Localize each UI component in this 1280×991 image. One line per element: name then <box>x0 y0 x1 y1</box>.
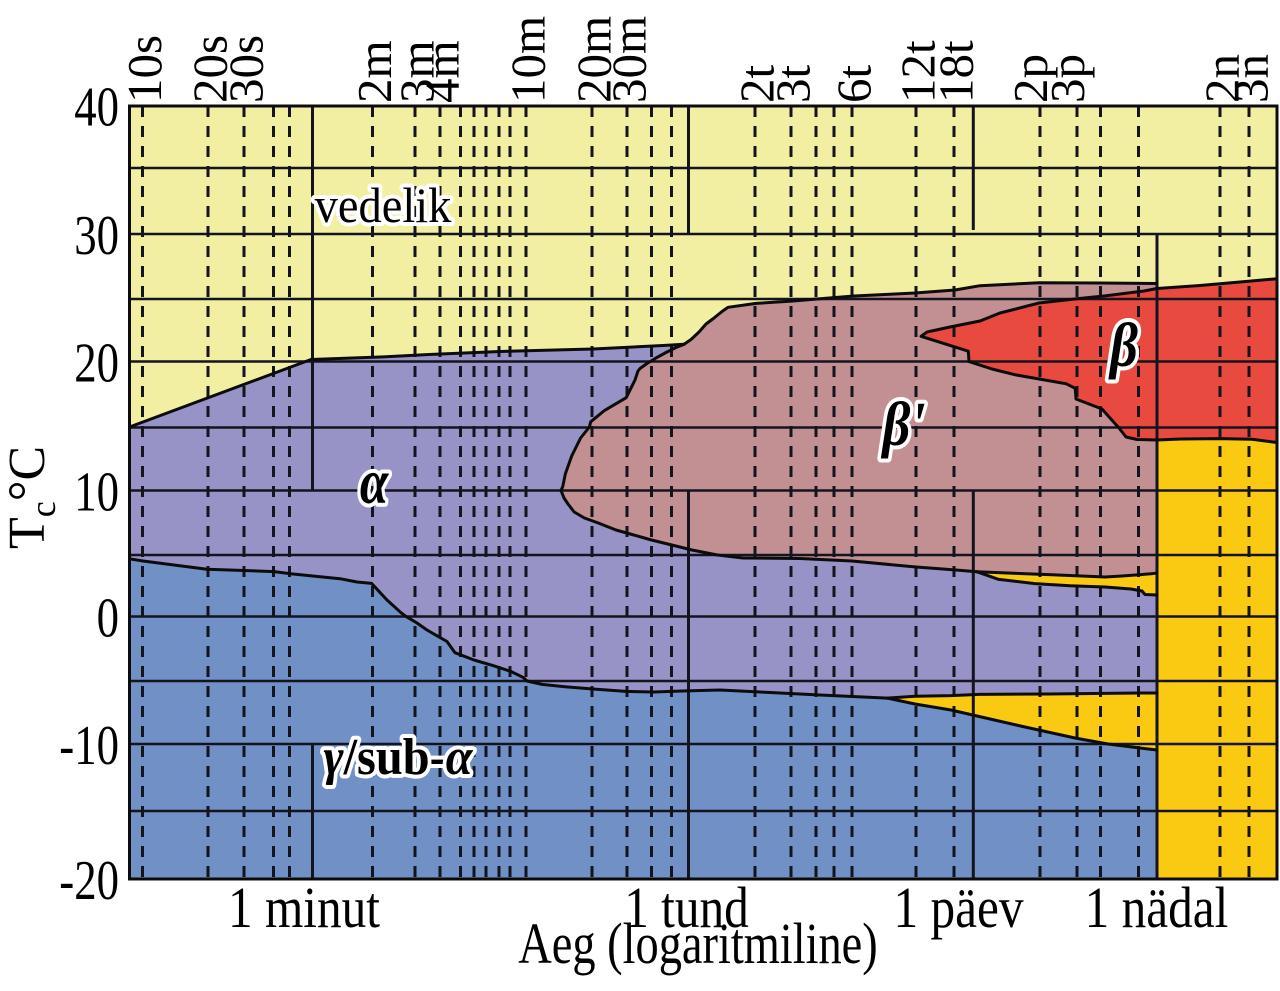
svg-text:Aeg (logaritmiline): Aeg (logaritmiline) <box>518 912 877 976</box>
svg-text:20: 20 <box>74 332 119 394</box>
svg-text:2n: 2n <box>1195 54 1250 103</box>
svg-text:1 päev: 1 päev <box>893 875 1023 940</box>
svg-text:β': β' <box>881 390 926 459</box>
svg-text:10s: 10s <box>117 35 172 103</box>
svg-text:4m: 4m <box>415 40 470 103</box>
svg-text:1 minut: 1 minut <box>228 875 380 940</box>
svg-text:10m: 10m <box>501 16 556 103</box>
svg-text:1 tund: 1 tund <box>624 875 749 940</box>
svg-text:-20: -20 <box>59 849 119 911</box>
svg-text:30s: 30s <box>219 35 274 103</box>
svg-text:2t: 2t <box>730 65 785 104</box>
svg-text:0: 0 <box>97 587 119 649</box>
svg-text:20s: 20s <box>183 35 238 103</box>
svg-text:12t: 12t <box>891 40 946 103</box>
svg-text:40: 40 <box>74 76 119 138</box>
svg-text:vedelik: vedelik <box>315 179 453 234</box>
svg-text:β: β <box>1108 311 1138 380</box>
svg-text:γ/sub-α: γ/sub-α <box>323 727 473 785</box>
svg-text:-10: -10 <box>59 714 119 776</box>
svg-text:3m: 3m <box>390 40 445 103</box>
svg-text:3t: 3t <box>766 65 821 104</box>
svg-text:Tc°C: Tc°C <box>0 446 63 549</box>
svg-text:6t: 6t <box>827 65 882 104</box>
svg-text:30: 30 <box>74 204 119 266</box>
svg-text:20m: 20m <box>567 16 622 103</box>
svg-text:18t: 18t <box>929 40 984 103</box>
svg-text:3p: 3p <box>1040 54 1095 103</box>
svg-text:2p: 2p <box>1003 54 1058 103</box>
svg-text:1 nädal: 1 nädal <box>1085 875 1229 940</box>
svg-text:α: α <box>360 446 389 518</box>
svg-text:3n: 3n <box>1224 54 1279 103</box>
svg-text:2m: 2m <box>347 40 402 103</box>
svg-text:10: 10 <box>74 461 119 523</box>
svg-text:30m: 30m <box>602 16 657 103</box>
